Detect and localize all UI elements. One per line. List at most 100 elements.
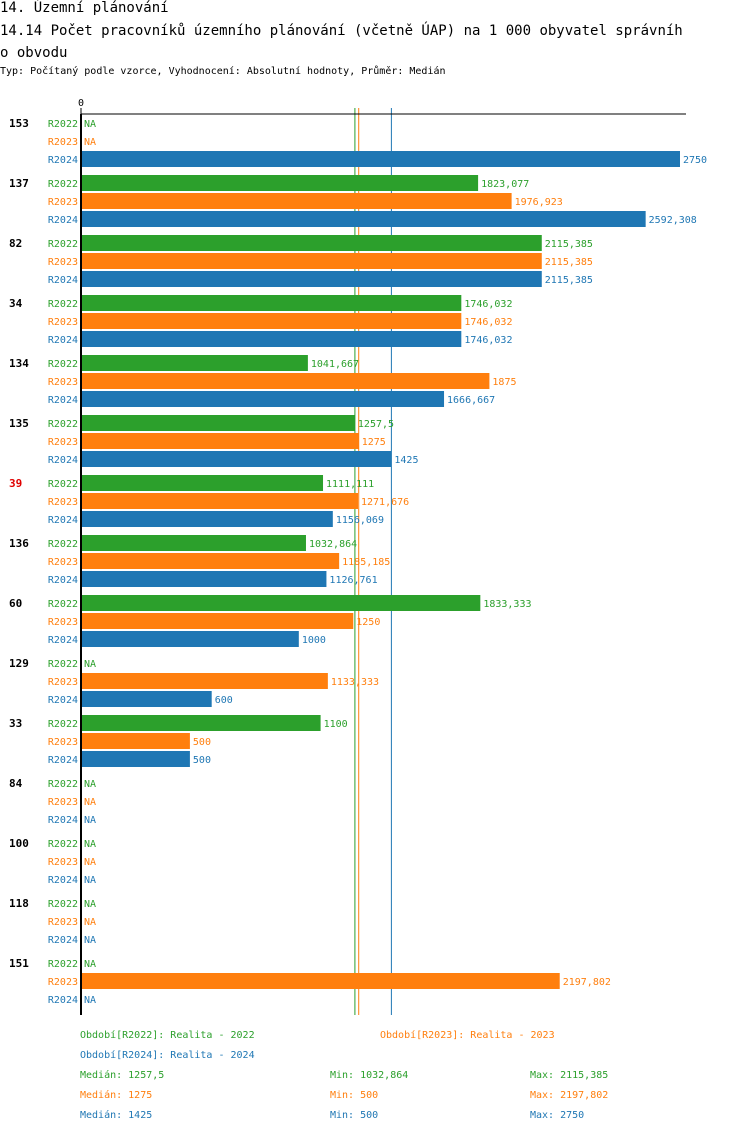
- series-label: R2023: [48, 377, 78, 388]
- bar: [81, 415, 355, 431]
- legend-entry-r2022: Období[R2022]: Realita - 2022: [80, 1030, 255, 1041]
- bar: [81, 235, 542, 251]
- data-label: 1425: [394, 455, 418, 466]
- data-label: 1000: [302, 635, 326, 646]
- stat-min-r2022: Min: 1032,864: [330, 1070, 409, 1081]
- series-label: R2022: [48, 839, 78, 850]
- series-label: R2024: [48, 575, 78, 586]
- group-label: 136: [9, 537, 29, 550]
- na-label: NA: [84, 995, 96, 1006]
- series-label: R2023: [48, 137, 78, 148]
- data-label: 1875: [492, 377, 516, 388]
- series-label: R2022: [48, 299, 78, 310]
- bar: [81, 751, 190, 767]
- bar: [81, 175, 479, 191]
- stat-max-r2022: Max: 2115,385: [530, 1070, 609, 1081]
- series-label: R2023: [48, 857, 78, 868]
- bar: [81, 673, 328, 689]
- data-label: 1100: [324, 719, 348, 730]
- bar: [81, 553, 340, 569]
- series-label: R2024: [48, 275, 78, 286]
- na-label: NA: [84, 797, 96, 808]
- series-label: R2024: [48, 455, 78, 466]
- bar: [81, 691, 212, 707]
- series-label: R2024: [48, 995, 78, 1006]
- data-label: 1666,667: [447, 395, 495, 406]
- series-label: R2024: [48, 935, 78, 946]
- bar: [81, 391, 445, 407]
- bar: [81, 631, 299, 647]
- data-label: 1133,333: [331, 677, 379, 688]
- data-label: 1271,676: [361, 497, 409, 508]
- na-label: NA: [84, 815, 96, 826]
- bar: [81, 973, 560, 989]
- data-label: 2750: [683, 155, 707, 166]
- series-label: R2022: [48, 899, 78, 910]
- bar: [81, 193, 512, 209]
- data-label: 1185,185: [342, 557, 390, 568]
- na-label: NA: [84, 899, 96, 910]
- series-label: R2022: [48, 359, 78, 370]
- group-label: 100: [9, 837, 29, 850]
- na-label: NA: [84, 935, 96, 946]
- data-label: 1833,333: [483, 599, 531, 610]
- series-label: R2022: [48, 239, 78, 250]
- data-label: 2197,802: [563, 977, 611, 988]
- data-label: 1257,5: [358, 419, 394, 430]
- data-label: 1976,923: [515, 197, 563, 208]
- series-label: R2024: [48, 635, 78, 646]
- series-label: R2022: [48, 419, 78, 430]
- group-label: 84: [9, 777, 23, 790]
- series-label: R2023: [48, 497, 78, 508]
- na-label: NA: [84, 917, 96, 928]
- bar: [81, 493, 358, 509]
- group-label: 134: [9, 357, 29, 370]
- series-label: R2023: [48, 917, 78, 928]
- stat-min-r2023: Min: 500: [330, 1090, 379, 1101]
- group-label: 39: [9, 477, 22, 490]
- series-label: R2023: [48, 317, 78, 328]
- na-label: NA: [84, 137, 96, 148]
- bar: [81, 295, 462, 311]
- chart-title: 14.14 Počet pracovníků územního plánován…: [0, 23, 683, 39]
- group-label: 34: [9, 297, 23, 310]
- na-label: NA: [84, 779, 96, 790]
- series-label: R2023: [48, 437, 78, 448]
- series-label: R2024: [48, 335, 78, 346]
- data-label: 1111,111: [326, 479, 374, 490]
- data-label: 1250: [356, 617, 380, 628]
- group-label: 60: [9, 597, 22, 610]
- bar: [81, 451, 392, 467]
- series-label: R2024: [48, 755, 78, 766]
- stat-min-r2024: Min: 500: [330, 1110, 379, 1121]
- bar: [81, 433, 359, 449]
- bar: [81, 595, 481, 611]
- na-label: NA: [84, 659, 96, 670]
- data-label: 1156,069: [336, 515, 384, 526]
- legend-entry-r2023: Období[R2023]: Realita - 2023: [380, 1030, 555, 1041]
- group-label: 151: [9, 957, 29, 970]
- bar: [81, 151, 680, 167]
- bar: [81, 511, 333, 527]
- na-label: NA: [84, 857, 96, 868]
- series-label: R2022: [48, 479, 78, 490]
- stat-median-r2022: Medián: 1257,5: [80, 1070, 165, 1081]
- series-label: R2023: [48, 197, 78, 208]
- series-label: R2024: [48, 215, 78, 226]
- na-label: NA: [84, 839, 96, 850]
- bar: [81, 715, 321, 731]
- series-label: R2022: [48, 599, 78, 610]
- bar-chart: 0 153 R2022 NA R2023 NA R2024 2750 137 R2022 1823,…: [9, 98, 707, 1015]
- data-label: 600: [215, 695, 233, 706]
- stat-max-r2024: Max: 2750: [530, 1110, 585, 1121]
- group-label: 129: [9, 657, 29, 670]
- bar: [81, 331, 462, 347]
- bar: [81, 571, 327, 587]
- data-label: 1746,032: [464, 299, 512, 310]
- series-label: R2023: [48, 617, 78, 628]
- stat-max-r2023: Max: 2197,802: [530, 1090, 609, 1101]
- series-label: R2022: [48, 719, 78, 730]
- bar: [81, 373, 490, 389]
- data-label: 1041,667: [311, 359, 359, 370]
- group-label: 118: [9, 897, 29, 910]
